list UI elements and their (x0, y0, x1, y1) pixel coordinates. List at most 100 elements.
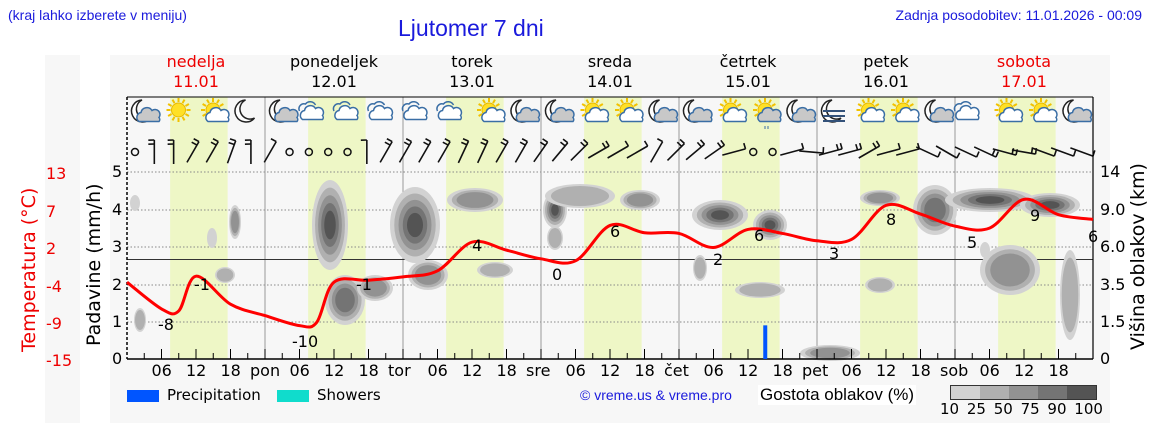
x-tick-label: 18 (910, 361, 931, 380)
wind-barb-icon (551, 142, 569, 162)
x-tick-label: 06 (427, 361, 448, 380)
wind-barb-icon (935, 145, 958, 159)
sun-cloud-icon (891, 98, 920, 123)
cloud-density-scale (950, 385, 1097, 400)
x-tick-label: 12 (600, 361, 621, 380)
temperature-label: -1 (194, 275, 210, 294)
legend-precipitation: Precipitation (127, 386, 261, 404)
x-tick-label: 12 (738, 361, 759, 380)
wind-barb-icon (954, 146, 977, 158)
x-tick-label: 18 (772, 361, 793, 380)
moon-cloud-icon (682, 99, 713, 123)
wind-barb-icon (722, 148, 746, 156)
day-name: petek (863, 52, 909, 71)
temperature-label: -10 (292, 332, 318, 351)
sun-cloud-icon (994, 98, 1024, 123)
cloud-height-tick: 0 (1100, 349, 1111, 368)
wind-barb-icon (607, 145, 629, 159)
wind-barb-icon (649, 141, 664, 163)
moon-cloud-icon (786, 99, 817, 123)
precip-tick: 5 (112, 162, 123, 181)
day-header: petek 16.01 (817, 52, 955, 92)
day-name: ponedeljek (290, 52, 378, 71)
day-name: sobota (996, 52, 1052, 71)
x-tick-label: pon (250, 361, 281, 380)
cloud-icon (953, 101, 980, 121)
wind-barb-icon (1070, 147, 1094, 157)
sun-cloud-icon (856, 98, 886, 123)
temp-tick: 13 (46, 164, 67, 183)
temp-axis-panel (45, 55, 80, 423)
cloud-density-label: Gostota oblakov (%) (758, 385, 917, 405)
calm-wind-icon (130, 147, 140, 157)
sun-cloud-icon (718, 98, 748, 123)
temperature-label: 6 (1088, 227, 1098, 246)
cloud-icon (436, 101, 463, 121)
precipitation-bar (763, 325, 768, 359)
calm-wind-icon (285, 147, 294, 157)
temperature-label: 4 (472, 236, 482, 255)
wind-barb-icon (379, 141, 393, 163)
temp-tick: -9 (46, 314, 62, 333)
temp-tick: -4 (46, 277, 62, 296)
x-tick-label: sob (940, 361, 969, 380)
day-date: 11.01 (173, 72, 219, 91)
wind-barb-icon (1050, 147, 1074, 157)
day-header: sreda 14.01 (541, 52, 679, 92)
wind-barb-icon (533, 141, 549, 163)
precip-tick: 1 (112, 312, 123, 331)
x-tick-label: 12 (876, 361, 897, 380)
x-tick-label: sre (526, 361, 551, 380)
temperature-labels: -8 -1 -10 -1 4 0 6 2 6 3 8 5 9 6 (158, 206, 1098, 351)
wind-barbs (130, 138, 1096, 164)
x-tick-label: 06 (565, 361, 586, 380)
temp-tick: 2 (46, 239, 57, 258)
temperature-label: 8 (886, 210, 896, 229)
cloud-icon (367, 101, 394, 121)
day-name: četrtek (719, 52, 777, 71)
temp-tick: 7 (46, 202, 57, 221)
precip-tick: 2 (112, 275, 123, 294)
calm-wind-icon (748, 147, 758, 157)
x-tick-label: 06 (979, 361, 1000, 380)
cloud-height-tick: 9.0 (1100, 200, 1126, 219)
moon-cloud-icon (1062, 99, 1093, 123)
day-header: ponedeljek 12.01 (265, 52, 403, 92)
x-tick-label: 18 (1048, 361, 1069, 380)
temperature-label: -8 (158, 315, 174, 334)
plot-frame (126, 96, 1094, 360)
last-updated: Zadnja posodobitev: 11.01.2026 - 00:09 (895, 7, 1142, 23)
density-swatch (980, 386, 1009, 399)
day-header: nedelja 11.01 (127, 52, 265, 92)
showers-swatch (277, 389, 309, 402)
day-date: 15.01 (725, 72, 771, 91)
moon-cloud-icon (130, 99, 161, 123)
calm-wind-icon (343, 147, 352, 157)
x-tick-label: 06 (841, 361, 862, 380)
cloud-height-tick: 3.5 (1100, 275, 1126, 294)
day-header: četrtek 15.01 (679, 52, 817, 92)
x-tick-label: 12 (324, 361, 345, 380)
temperature-label: 0 (552, 265, 562, 284)
legend-showers: Showers (277, 386, 381, 404)
precipitation-bars (763, 325, 768, 359)
day-header: sobota 17.01 (955, 52, 1093, 92)
wind-barb-icon (263, 141, 277, 163)
cloud-icon (298, 101, 325, 121)
day-date: 16.01 (863, 72, 909, 91)
sun-icon (166, 98, 191, 122)
temperature-label: -1 (356, 275, 372, 294)
cloud-height-tick: 1.5 (1100, 312, 1126, 331)
moon-cloud-icon (924, 99, 955, 123)
wind-barb-icon (818, 148, 843, 156)
sun-cloud-icon (615, 98, 644, 123)
cloud-density-ticks: 10 25 50 75 90 100 (940, 400, 1103, 418)
wind-barb-icon (799, 150, 824, 154)
moon-cloud-icon (648, 99, 679, 123)
x-tick-label: tor (388, 361, 411, 380)
cloud-height-tick: 6.0 (1100, 237, 1126, 256)
copyright-link[interactable]: © vreme.us & vreme.pro (580, 387, 732, 403)
wind-barb-icon (418, 141, 432, 163)
density-swatch (1009, 386, 1038, 399)
precip-tick: 4 (112, 200, 123, 219)
